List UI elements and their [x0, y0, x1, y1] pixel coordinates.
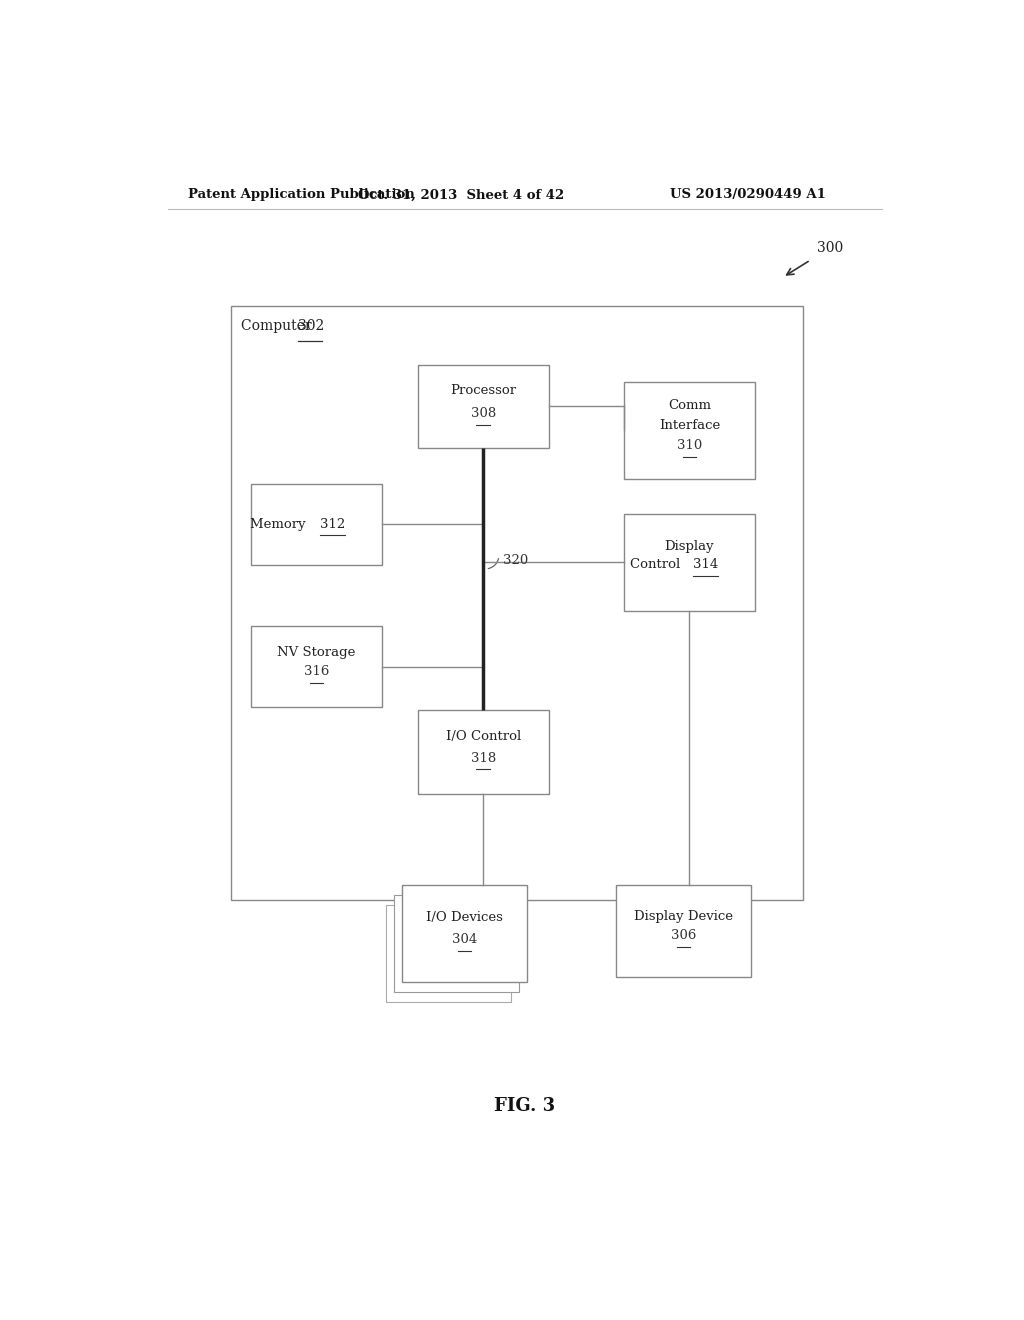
- Bar: [624, 381, 755, 479]
- Bar: [251, 483, 382, 565]
- Bar: [251, 626, 382, 708]
- Text: 310: 310: [677, 440, 702, 451]
- Bar: [418, 364, 549, 447]
- Text: Oct. 31, 2013  Sheet 4 of 42: Oct. 31, 2013 Sheet 4 of 42: [358, 189, 564, 202]
- Bar: [231, 306, 803, 900]
- Text: I/O Devices: I/O Devices: [426, 911, 503, 924]
- Text: Memory: Memory: [250, 517, 310, 531]
- Bar: [401, 886, 527, 982]
- Text: Interface: Interface: [658, 418, 720, 432]
- Bar: [394, 895, 519, 991]
- Text: 306: 306: [671, 929, 696, 942]
- Text: 302: 302: [298, 319, 324, 333]
- Text: Display Device: Display Device: [634, 909, 733, 923]
- Text: Computer: Computer: [241, 319, 315, 333]
- Text: Processor: Processor: [451, 384, 516, 396]
- Text: 300: 300: [817, 242, 843, 255]
- Bar: [616, 886, 751, 977]
- Text: 314: 314: [692, 558, 718, 572]
- Text: Patent Application Publication: Patent Application Publication: [187, 189, 415, 202]
- Text: NV Storage: NV Storage: [278, 645, 355, 659]
- Text: 308: 308: [470, 407, 496, 420]
- Text: 312: 312: [319, 517, 345, 531]
- Text: 318: 318: [470, 751, 496, 764]
- Text: 304: 304: [452, 933, 477, 946]
- Bar: [386, 906, 511, 1002]
- Text: 320: 320: [503, 554, 528, 568]
- Text: Comm: Comm: [668, 400, 711, 412]
- Text: US 2013/0290449 A1: US 2013/0290449 A1: [671, 189, 826, 202]
- Text: FIG. 3: FIG. 3: [495, 1097, 555, 1114]
- Text: Control: Control: [630, 558, 685, 572]
- Text: I/O Control: I/O Control: [445, 730, 521, 743]
- Text: Display: Display: [665, 540, 715, 553]
- Bar: [624, 515, 755, 611]
- Bar: [418, 710, 549, 793]
- Text: 316: 316: [304, 665, 329, 678]
